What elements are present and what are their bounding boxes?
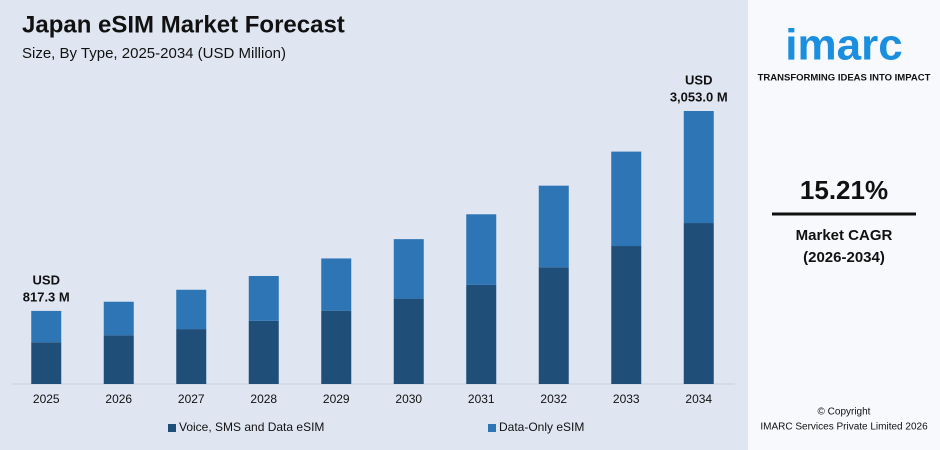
x-tick-label: 2031: [468, 392, 495, 406]
x-tick-label: 2028: [250, 392, 277, 406]
bar-segment: [611, 151, 642, 247]
x-tick-label: 2030: [395, 392, 422, 406]
bar-segment: [683, 223, 714, 384]
logo: imarc: [785, 21, 902, 70]
legend-swatch: [168, 424, 176, 432]
sidebar-background: [748, 0, 940, 450]
x-tick-label: 2026: [105, 392, 132, 406]
cagr-period: (2026-2034): [803, 249, 885, 266]
x-tick-label: 2025: [33, 392, 60, 406]
cagr-value: 15.21%: [800, 175, 888, 205]
chart-title: Japan eSIM Market Forecast: [22, 11, 345, 38]
company: IMARC Services Private Limited 2026: [760, 422, 928, 433]
bar-segment: [321, 258, 352, 311]
total-label: 3,053.0 M: [670, 89, 728, 104]
legend-swatch: [488, 424, 496, 432]
bar-segment: [538, 185, 569, 268]
bar-segment: [248, 320, 279, 384]
total-label: 817.3 M: [23, 289, 70, 304]
x-tick-label: 2027: [178, 392, 205, 406]
bar-segment: [466, 214, 497, 285]
total-label: USD: [33, 272, 60, 287]
x-tick-label: 2034: [685, 392, 712, 406]
bar-segment: [176, 329, 207, 384]
legend-label: Voice, SMS and Data eSIM: [179, 420, 324, 434]
bar-segment: [683, 111, 714, 224]
bar-segment: [103, 335, 134, 384]
bar-segment: [31, 310, 62, 343]
cagr-label: Market CAGR: [796, 227, 893, 244]
bar-segment: [248, 275, 279, 321]
total-label: USD: [685, 72, 712, 87]
bar-segment: [538, 267, 569, 384]
bar-segment: [103, 301, 134, 336]
legend-label: Data-Only eSIM: [499, 420, 584, 434]
tagline: TRANSFORMING IDEAS INTO IMPACT: [758, 73, 931, 84]
x-tick-label: 2029: [323, 392, 350, 406]
copyright: © Copyright: [818, 407, 871, 418]
x-tick-label: 2033: [613, 392, 640, 406]
bar-segment: [321, 310, 352, 384]
chart-subtitle: Size, By Type, 2025-2034 (USD Million): [22, 45, 286, 62]
bar-segment: [393, 298, 424, 384]
bar-segment: [176, 289, 207, 330]
bar-segment: [611, 246, 642, 384]
bar-segment: [466, 284, 497, 384]
bar-segment: [393, 239, 424, 299]
x-tick-label: 2032: [540, 392, 567, 406]
bar-segment: [31, 342, 62, 384]
